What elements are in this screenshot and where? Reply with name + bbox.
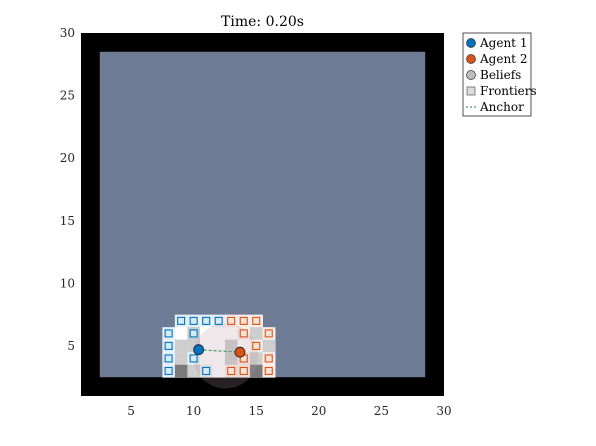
x-axis-ticks: 5 10 15 20 25 30: [127, 404, 451, 418]
y-tick-label: 5: [67, 339, 75, 353]
frontier-marker: [252, 341, 261, 350]
frontier-marker: [189, 354, 198, 363]
frontier-marker: [189, 329, 198, 338]
legend-label: Agent 2: [479, 52, 527, 66]
y-tick-label: 30: [60, 26, 75, 40]
frontier-marker: [164, 354, 173, 363]
legend-label: Agent 1: [479, 36, 527, 50]
belief-cell: [224, 339, 238, 353]
belief-cell: [262, 339, 276, 353]
legend: Agent 1 Agent 2 Beliefs Frontiers Anchor: [462, 32, 537, 117]
frontier-marker: [264, 354, 273, 363]
y-tick-label: 20: [60, 151, 75, 165]
legend-label: Beliefs: [480, 68, 521, 82]
known-cell: [174, 327, 188, 341]
legend-marker: [466, 38, 476, 48]
y-tick-label: 10: [60, 276, 75, 290]
agent-2-marker: [234, 346, 246, 358]
legend-marker: [466, 54, 476, 64]
frontier-marker: [227, 366, 236, 376]
legend-item: Agent 2: [466, 52, 527, 66]
x-tick-label: 5: [127, 404, 135, 418]
belief-cell: [174, 352, 188, 365]
legend-item: Beliefs: [466, 68, 521, 82]
belief-cell: [187, 364, 200, 378]
belief-cell: [174, 339, 188, 353]
occupied-cell: [174, 364, 188, 378]
legend-label: Anchor: [479, 100, 524, 114]
belief-region: [193, 323, 259, 389]
frontier-marker: [164, 329, 173, 338]
frontier-marker: [239, 366, 248, 376]
frontier-marker: [202, 366, 211, 376]
legend-item: Anchor: [466, 100, 524, 114]
occupied-cell: [249, 364, 263, 378]
x-tick-label: 10: [186, 404, 201, 418]
legend-item: Frontiers: [466, 84, 537, 98]
legend-item: Agent 1: [466, 36, 527, 50]
y-tick-label: 25: [60, 89, 75, 103]
frontier-marker: [264, 329, 273, 338]
known-cell: [212, 327, 226, 341]
frontier-marker: [264, 366, 273, 376]
frontier-marker: [177, 316, 186, 325]
chart-title: Time: 0.20s: [221, 14, 304, 30]
plot-area: [81, 33, 444, 396]
agent-1-marker: [193, 344, 205, 356]
known-cell: [212, 364, 226, 378]
anchor-line: [198, 349, 241, 353]
x-tick-label: 30: [436, 404, 451, 418]
frontier-marker: [227, 316, 236, 325]
known-cell: [224, 327, 238, 341]
known-cell: [199, 327, 213, 341]
frontier-marker: [214, 316, 223, 325]
known-cell: [199, 352, 213, 366]
belief-cell: [224, 352, 238, 365]
legend-marker: [466, 70, 476, 80]
frontier-marker: [189, 316, 198, 325]
frontier-marker: [164, 341, 173, 350]
frontier-marker: [239, 329, 248, 338]
x-tick-label: 20: [311, 404, 326, 418]
y-tick-label: 15: [60, 214, 75, 228]
frontier-marker: [252, 316, 261, 325]
known-cell: [212, 352, 226, 366]
legend-marker: [466, 86, 476, 96]
known-cell: [212, 339, 226, 353]
y-axis-ticks: 5 10 15 20 25 30: [60, 26, 75, 353]
frontier-marker: [164, 366, 173, 376]
legend-label: Frontiers: [480, 84, 537, 98]
frontier-marker: [239, 316, 248, 325]
x-tick-label: 15: [249, 404, 264, 418]
belief-cell: [249, 352, 263, 365]
belief-cell: [249, 327, 263, 340]
frontier-marker: [202, 316, 211, 325]
x-tick-label: 25: [374, 404, 389, 418]
